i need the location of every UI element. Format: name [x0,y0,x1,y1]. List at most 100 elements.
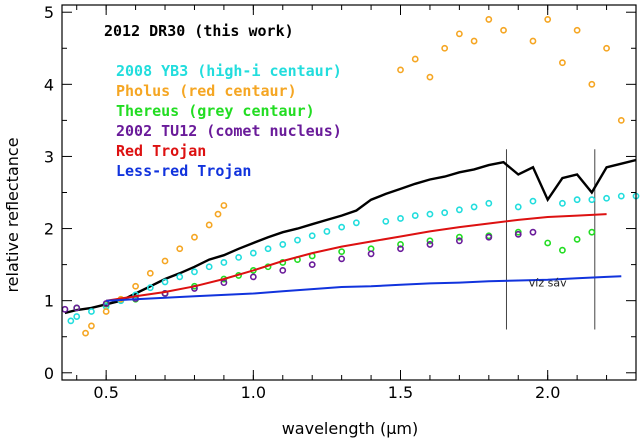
data-point [279,241,287,248]
series-5 [106,213,607,302]
data-point [559,199,566,207]
data-point [367,250,375,258]
y-axis-title: relative reflectance [3,137,22,292]
data-point [529,37,537,45]
data-point [338,248,346,256]
data-point [146,269,154,277]
data-point [529,197,537,205]
data-point [338,255,346,263]
data-point [514,230,522,238]
data-point [485,16,493,23]
data-point [294,236,301,244]
data-point [573,26,581,34]
data-point [470,203,478,211]
data-point [455,237,463,245]
data-point [323,228,331,235]
data-point [603,44,610,52]
data-point [470,37,478,45]
data-point [176,273,184,281]
data-point [514,203,522,211]
data-point [308,261,316,269]
legend-entry: 2008 YB3 (high-i centaur) [116,62,342,80]
y-tick-label: 2 [44,220,54,239]
data-point [191,233,198,241]
data-point [441,209,449,217]
y-tick-label: 0 [44,364,54,383]
series-6 [106,275,622,302]
data-point [559,59,566,67]
data-point [397,245,404,253]
series-line [106,275,622,302]
legend-entry: Red Trojan [116,142,206,160]
data-point [161,290,169,297]
data-point [205,221,213,229]
x-axis-title: wavelength (μm) [282,419,419,438]
data-point [132,291,139,299]
data-point [411,212,419,219]
data-point [426,210,434,218]
series-line [64,158,637,315]
y-tick-label: 1 [44,292,54,311]
data-point [220,259,228,266]
series-line [106,213,607,302]
data-point [382,217,390,225]
data-point [573,235,581,243]
data-point [73,313,81,320]
data-point [88,308,95,315]
data-point [102,300,110,307]
data-point [573,196,581,204]
axes: 0.5 1.0 1.5 2.0 0 1 2 3 4 5 [44,3,637,402]
data-point [500,26,507,34]
data-point [426,73,434,81]
data-point [397,215,404,222]
data-point [485,199,493,207]
data-point [617,192,625,200]
y-tick-label: 4 [44,75,54,94]
data-point [220,279,228,287]
data-point [559,246,566,254]
data-point [191,268,198,276]
data-point [544,16,552,23]
data-point [82,329,89,337]
data-point [205,263,213,271]
data-point [529,228,537,236]
data-point [88,322,95,330]
data-point [214,210,222,218]
x-tick-label: 2.0 [535,383,560,402]
series-0 [64,158,637,315]
data-point [588,80,596,88]
data-point [455,30,463,38]
x-tick-label: 1.5 [388,383,413,402]
data-point [249,249,257,257]
data-point [441,44,449,52]
series-4 [61,228,537,313]
data-point [161,257,169,265]
data-point [411,55,419,63]
data-point [279,266,287,274]
data-point [588,196,596,204]
data-point [617,116,625,124]
y-tick-label: 5 [44,3,54,22]
x-tick-label: 1.0 [241,383,266,402]
legend-entry: Less-red Trojan [116,162,251,180]
data-point [67,317,75,325]
data-point [397,66,404,74]
y-tick-label: 3 [44,147,54,166]
data-point [102,308,110,315]
data-point [397,241,404,248]
data-point [264,245,272,253]
data-point [220,202,228,209]
legend-entry: Pholus (red centaur) [116,82,297,100]
data-point [146,284,154,292]
legend-entry: 2012 DR30 (this work) [104,22,294,40]
plot-area: víz sáv [61,16,640,337]
data-point [352,219,360,227]
data-point [588,228,596,236]
legend-entry: Thereus (grey centaur) [116,102,315,120]
data-point [426,237,434,245]
x-tick-label: 0.5 [93,383,118,402]
data-point [161,278,169,286]
data-point [176,245,184,253]
annotation-label: víz sáv [529,276,567,289]
